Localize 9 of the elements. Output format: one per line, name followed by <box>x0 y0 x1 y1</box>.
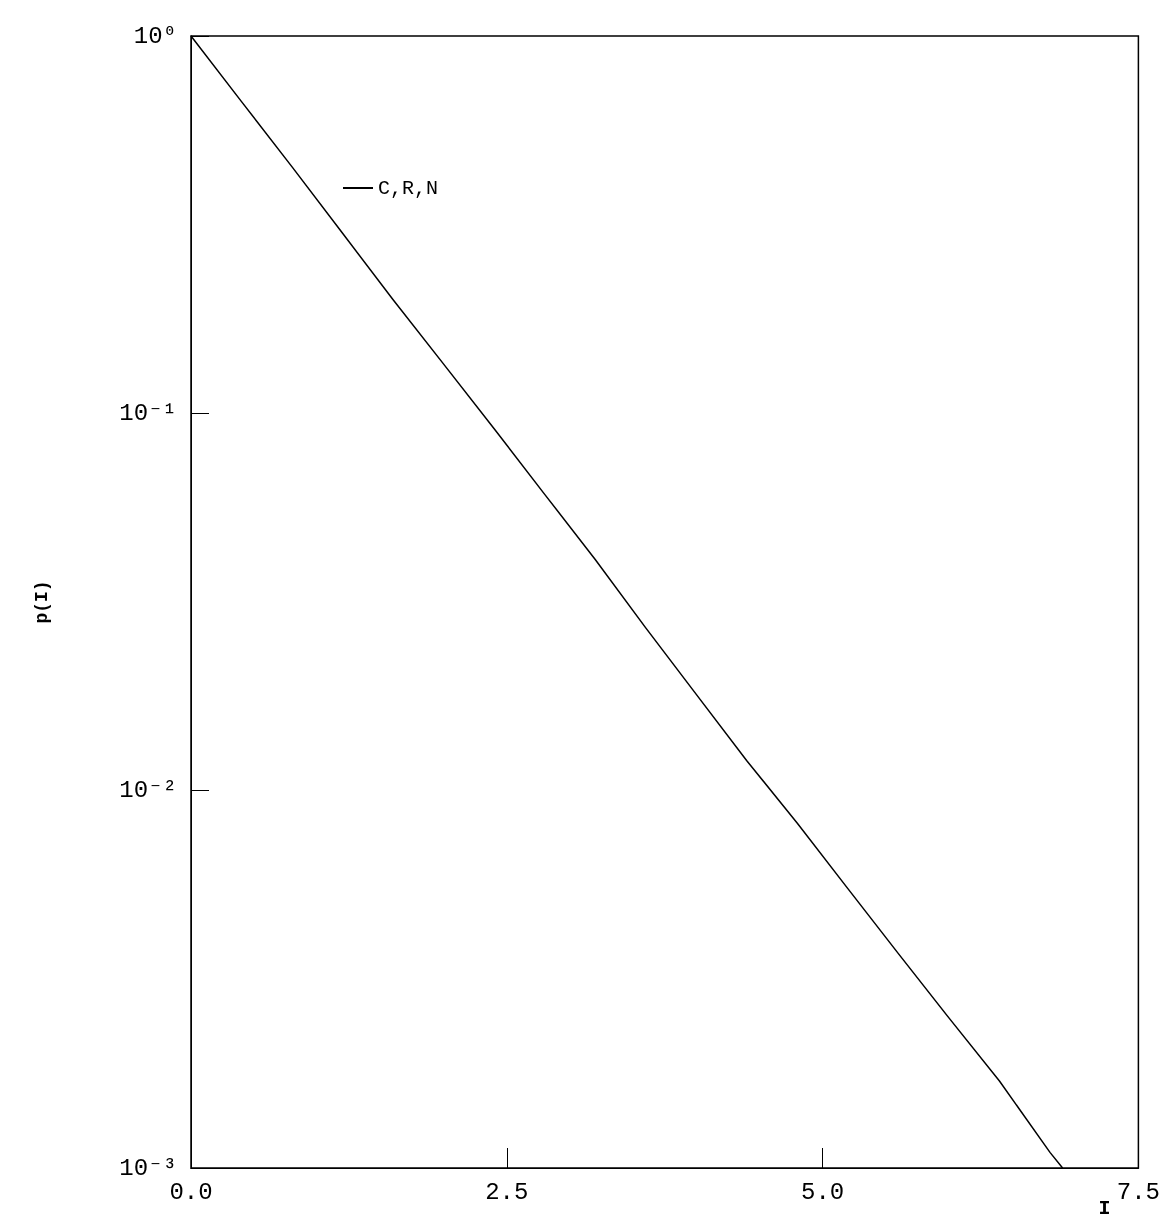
x-axis-title: I <box>1098 1196 1111 1220</box>
x-tick-label: 2.5 <box>485 1178 529 1206</box>
y-tick-label: 10⁰ <box>133 22 177 50</box>
y-axis-title: p(I) <box>32 580 52 624</box>
y-tick-label: 10⁻¹ <box>119 399 177 427</box>
legend-label: C,R,N <box>378 176 439 200</box>
x-tick-label: 7.5 <box>1116 1178 1161 1206</box>
x-tick-label: 5.0 <box>800 1178 845 1206</box>
y-tick-label: 10⁻² <box>119 777 177 805</box>
